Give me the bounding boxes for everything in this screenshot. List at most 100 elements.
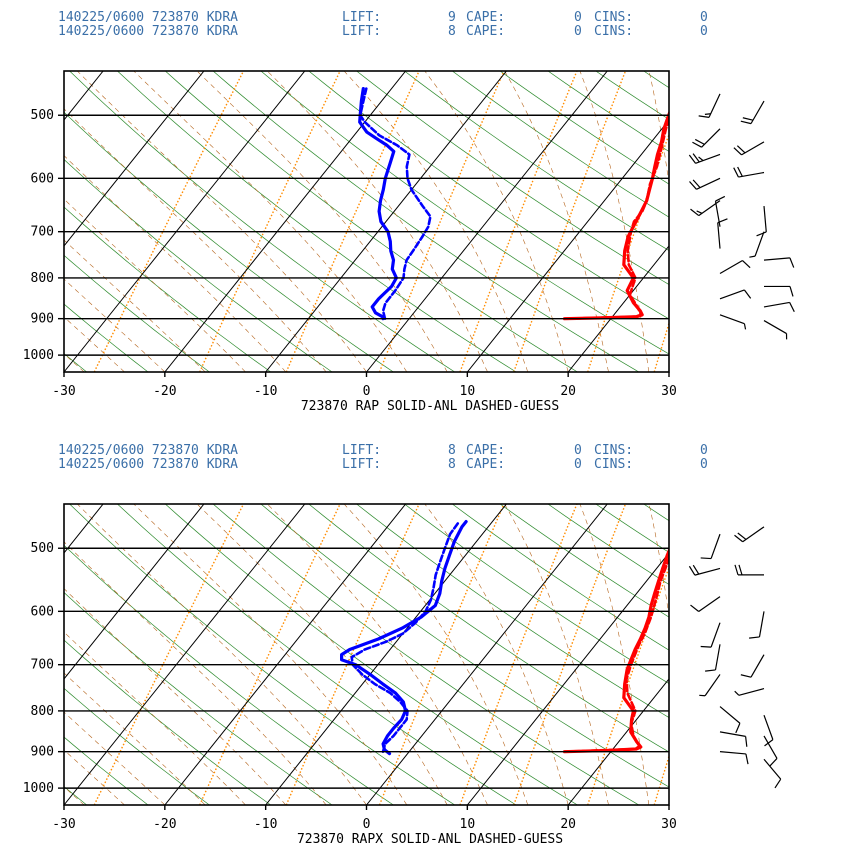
moist-adiabat (267, 71, 488, 372)
isotherm (770, 504, 850, 805)
dry-adiabat (547, 71, 669, 152)
y-tick-label: 700 (31, 225, 54, 240)
header-cins-label: CINS: (594, 443, 633, 458)
isotherm (770, 71, 850, 372)
isotherm (567, 678, 669, 805)
wind-barb (740, 654, 765, 678)
dewpoint-profile-solid (358, 87, 398, 321)
moist-adiabat (64, 672, 206, 805)
isotherm (366, 71, 608, 372)
isotherm (0, 71, 2, 372)
dry-adiabat (69, 504, 455, 805)
header-block: 140225/0600 723870 KDRA LIFT: 9 CAPE: 0 … (58, 10, 708, 39)
header-cape-value: 0 (574, 457, 582, 472)
dry-adiabat (835, 504, 850, 805)
moist-adiabat (64, 239, 206, 372)
header-cape-value: 0 (574, 10, 582, 25)
x-tick-label: -10 (254, 384, 277, 399)
mixing-ratio-line (703, 504, 796, 805)
dry-adiabat (64, 111, 394, 372)
x-tick-label: 0 (363, 384, 371, 399)
wind-barb (734, 687, 765, 696)
y-tick-label: 1000 (23, 348, 54, 363)
x-tick-label: 20 (560, 384, 576, 399)
skewt-panel-rap: 140225/0600 723870 KDRA LIFT: 9 CAPE: 0 … (0, 10, 850, 414)
dry-adiabat (117, 71, 517, 372)
header-block: 140225/0600 723870 KDRA LIFT: 8 CAPE: 0 … (58, 443, 708, 472)
moist-adiabat (424, 504, 569, 805)
isotherm (466, 552, 669, 805)
wind-barb (699, 674, 721, 697)
y-tick-label: 900 (31, 745, 54, 760)
wind-barb (734, 526, 765, 543)
wind-barb (733, 166, 765, 178)
isotherm (567, 245, 669, 372)
wind-barb (734, 564, 764, 576)
wind-barb (719, 751, 749, 765)
skewt-panel-rapx: 140225/0600 723870 KDRA LIFT: 8 CAPE: 0 … (0, 443, 850, 847)
y-tick-label: 900 (31, 312, 54, 327)
wind-barb (733, 141, 765, 156)
y-tick-label: 800 (31, 271, 54, 286)
wind-barb (763, 758, 782, 789)
wind-barb (700, 533, 721, 560)
mixing-ratio-line (285, 71, 420, 372)
moist-adiabat (77, 71, 367, 372)
moist-adiabat (424, 71, 569, 372)
moist-adiabat (64, 541, 327, 805)
mixing-ratio-line (459, 504, 578, 805)
x-tick-label: -30 (52, 817, 75, 832)
dry-adiabat (212, 504, 639, 805)
dry-adiabat (64, 158, 333, 372)
mixing-ratio-line (703, 71, 796, 372)
wind-barb (763, 714, 774, 747)
mixing-ratio-line (93, 504, 245, 805)
isotherm (0, 504, 2, 805)
wind-barb (688, 564, 721, 576)
isotherm (668, 804, 669, 805)
wind-barb (689, 177, 721, 190)
x-tick-label: -20 (153, 384, 176, 399)
header-lift-value: 9 (448, 10, 456, 25)
dry-adiabat (260, 504, 669, 788)
background-lines (0, 71, 850, 372)
dry-adiabat (64, 303, 149, 372)
dry-adiabat (212, 71, 639, 372)
wind-barb (749, 611, 765, 639)
dry-adiabat (308, 504, 669, 753)
dry-adiabat (404, 504, 669, 684)
y-tick-label: 500 (31, 108, 54, 123)
plot-area: 500 600 700 800 900 1000 -30 -20 -10 0 10 20 30 (0, 70, 850, 399)
y-tick-label: 1000 (23, 781, 54, 796)
moist-adiabat (343, 504, 529, 805)
dry-adiabat (69, 71, 455, 372)
mixing-ratio-line (199, 504, 341, 805)
panel-subtitle: 723870 RAPX SOLID-ANL DASHED-GUESS (297, 832, 563, 847)
mixing-ratio-line (93, 71, 245, 372)
moist-adiabat (77, 504, 367, 805)
moist-adiabat (196, 71, 448, 372)
x-tick-label: 20 (560, 817, 576, 832)
dry-adiabat (0, 71, 25, 372)
dry-adiabat (499, 71, 669, 185)
dry-adiabat (165, 71, 578, 372)
mixing-ratio-line (587, 132, 669, 372)
temperature-profile-solid (562, 547, 669, 754)
wind-barb (719, 731, 748, 747)
isotherm (466, 119, 669, 372)
dry-adiabat (356, 71, 669, 286)
wind-barb (719, 706, 741, 734)
header-cape-label: CAPE: (466, 457, 505, 472)
temperature-profile-solid (562, 109, 669, 321)
dry-adiabat (787, 504, 850, 805)
wind-barb (688, 153, 721, 164)
wind-barb (698, 93, 721, 118)
dry-adiabat (692, 504, 850, 805)
temperature-profile-dashed (563, 554, 669, 753)
moist-adiabat (64, 316, 125, 372)
header-cins-value: 0 (700, 457, 708, 472)
x-tick-label: 0 (363, 817, 371, 832)
isotherm (64, 71, 205, 247)
isotherm (366, 504, 608, 805)
header-lift-label: LIFT: (342, 10, 381, 25)
